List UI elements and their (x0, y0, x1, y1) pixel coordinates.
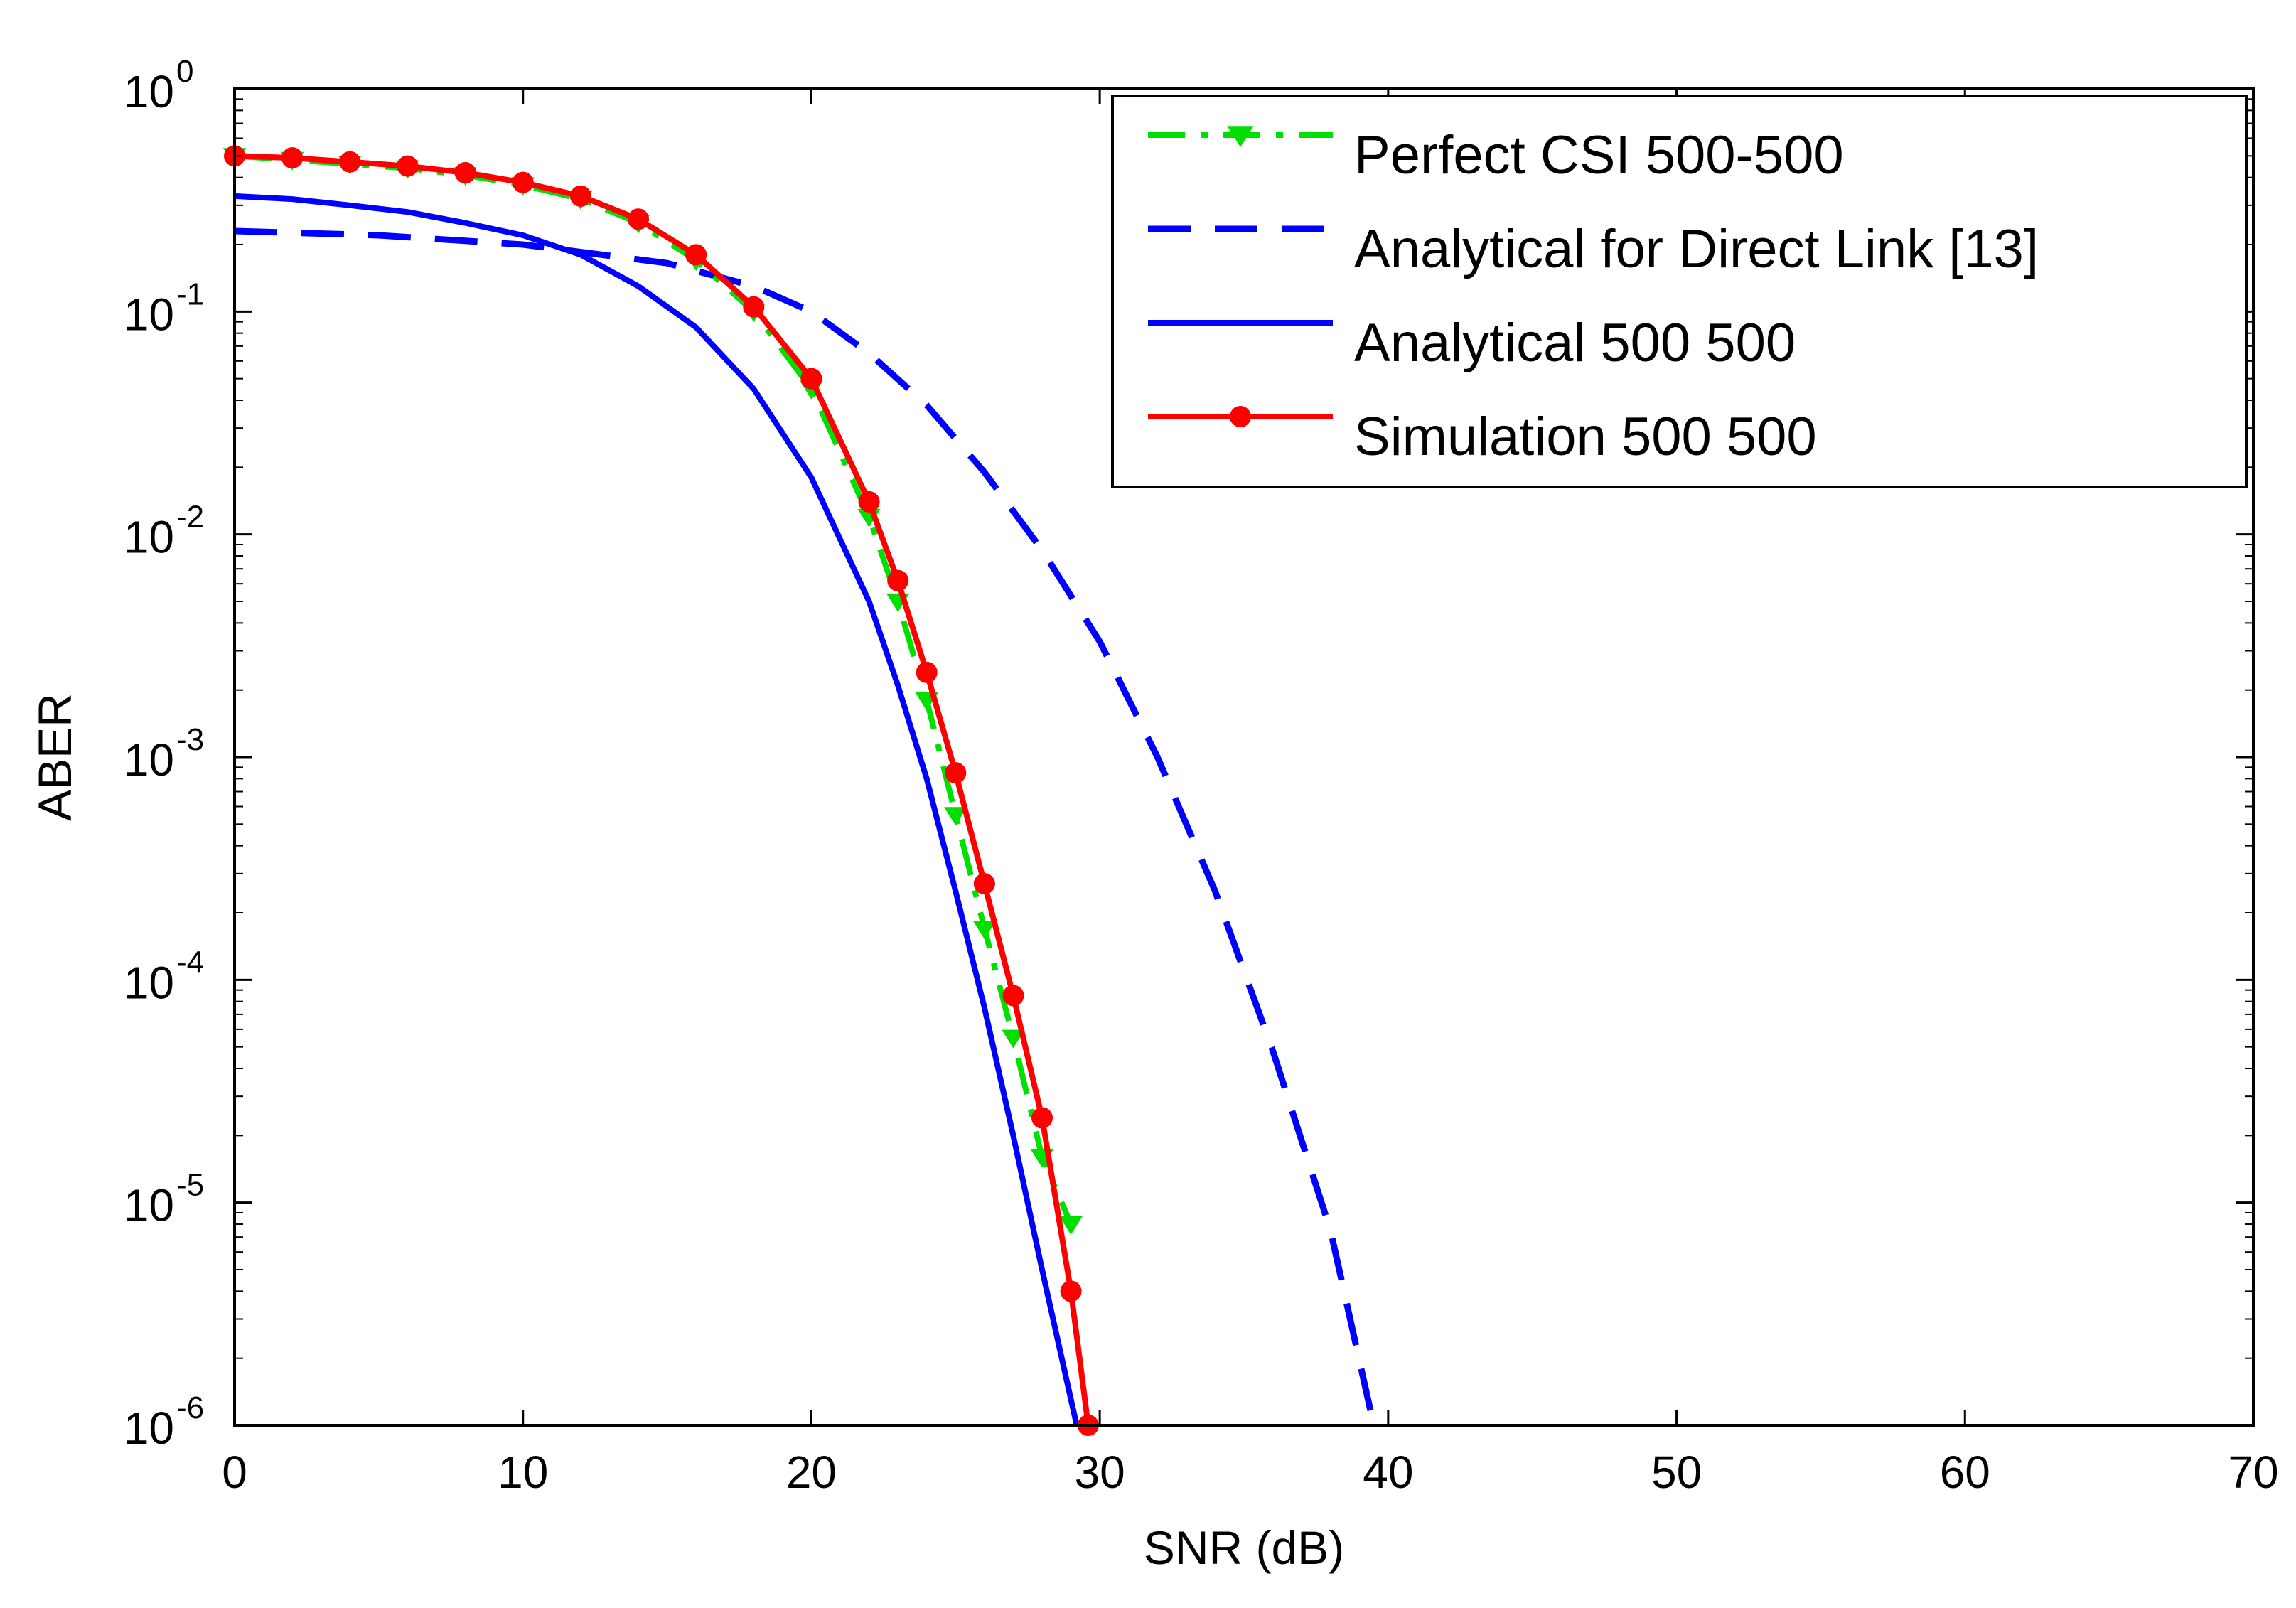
y-tick-label: 10 -2 (124, 500, 204, 563)
legend-box (1111, 95, 2248, 488)
series-analytical-for-direct-link-13 (234, 227, 1377, 1426)
y-tick-label-exponent: 0 (176, 54, 193, 89)
x-tick-label: 0 (222, 1447, 247, 1498)
y-tick-label-base: 10 (124, 1180, 174, 1231)
y-tick-label-exponent: -3 (176, 722, 204, 757)
data-point (397, 155, 419, 177)
data-point (1002, 1029, 1025, 1049)
y-tick-label: 10 -5 (124, 1168, 204, 1231)
x-tick-label: 50 (1651, 1447, 1702, 1498)
x-tick-label: 40 (1363, 1447, 1413, 1498)
plot-lines (222, 145, 1377, 1436)
data-point (973, 873, 995, 895)
data-point (339, 151, 361, 173)
y-tick-label-exponent: -6 (176, 1390, 204, 1425)
plot-frame (233, 87, 2255, 1427)
y-tick-label-base: 10 (124, 1403, 174, 1454)
legend-sample (1148, 406, 1333, 427)
data-point (628, 208, 649, 230)
data-point (858, 491, 880, 513)
y-tick-label-base: 10 (124, 957, 174, 1008)
legend-label-simulation: Simulation 500 500 (1354, 407, 1817, 467)
data-point (512, 171, 534, 193)
y-tick-label: 10 -6 (124, 1390, 204, 1454)
y-tick-label: 10 0 (124, 54, 194, 117)
legend-marker (1230, 406, 1251, 427)
data-point (945, 762, 967, 784)
y-tick-label: 10 -3 (124, 722, 204, 786)
data-point (1059, 1216, 1083, 1235)
y-tick-label-exponent: -2 (176, 500, 204, 535)
legend-sample (1148, 126, 1333, 148)
series-line (234, 193, 1080, 1426)
y-tick-label: 10 -1 (124, 277, 204, 340)
data-point (281, 147, 304, 169)
x-tick-label: 10 (498, 1447, 548, 1498)
y-tick-label-base: 10 (124, 512, 174, 563)
legend-marker (1227, 126, 1254, 148)
legend-label-analytical: Analytical 500 500 (1354, 313, 1796, 373)
data-point (916, 661, 938, 683)
y-tick-label: 10 -4 (124, 945, 204, 1008)
x-tick-label: 60 (1940, 1447, 1990, 1498)
y-axis-label: ABER (28, 693, 81, 821)
data-point (454, 162, 476, 184)
data-point (972, 921, 997, 939)
y-tick-label-base: 10 (124, 289, 174, 340)
data-point (1002, 985, 1024, 1007)
x-axis-label: SNR (dB) (1144, 1521, 1344, 1574)
y-tick-label-base: 10 (124, 734, 174, 786)
data-point (569, 185, 591, 207)
y-tick-label-exponent: -1 (176, 277, 204, 311)
series-line (234, 227, 1377, 1426)
legend-label-perfect-csi: Perfect CSI 500-500 (1354, 125, 1844, 186)
data-point (685, 244, 707, 266)
data-point (1060, 1280, 1082, 1302)
data-point (887, 569, 909, 591)
y-tick-label-base: 10 (124, 66, 174, 117)
y-tick-label-exponent: -4 (176, 945, 204, 980)
x-tick-label: 30 (1075, 1447, 1125, 1498)
legend-samples (1148, 126, 1333, 427)
x-tick-label: 20 (786, 1447, 837, 1498)
x-tick-label: 70 (2228, 1447, 2278, 1498)
data-point (1031, 1107, 1053, 1129)
legend: Perfect CSI 500-500 Analytical for Direc… (1111, 95, 2248, 488)
series-simulation-500-500 (224, 145, 1099, 1436)
y-tick-label-exponent: -5 (176, 1168, 204, 1203)
series-analytical-500-500 (234, 193, 1080, 1426)
data-point (944, 807, 967, 826)
data-point (743, 296, 765, 318)
legend-label-analytical-direct-link: Analytical for Direct Link [13] (1354, 219, 2039, 279)
data-point (800, 368, 822, 390)
